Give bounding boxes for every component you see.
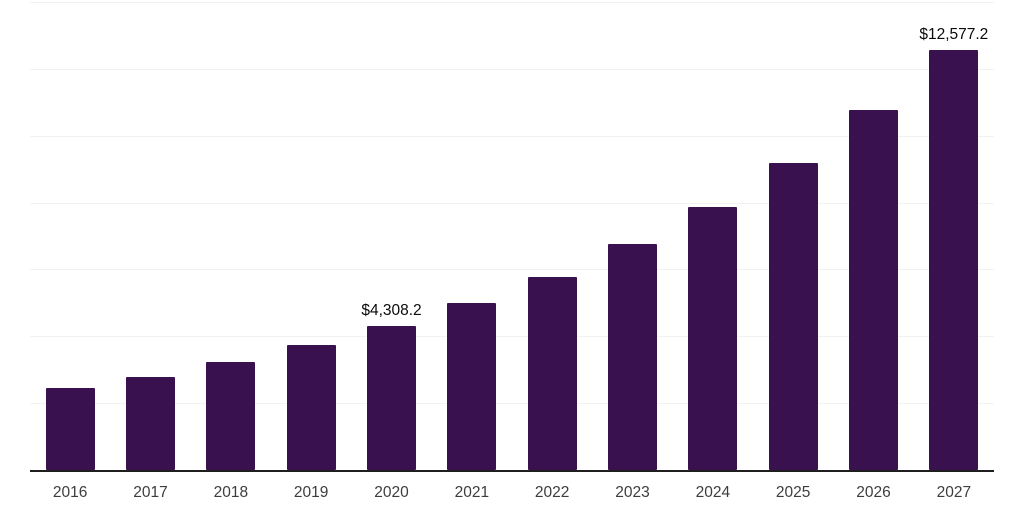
x-tick-2019: 2019 xyxy=(293,484,329,501)
x-tick-2022: 2022 xyxy=(534,484,570,501)
gridline-6000 xyxy=(30,269,994,271)
bar-2017 xyxy=(126,376,175,470)
bar-2018 xyxy=(206,361,256,470)
x-tick-2026: 2026 xyxy=(856,484,891,501)
bar-2021 xyxy=(447,302,497,470)
gridline-14000 xyxy=(30,2,994,3)
x-axis-line xyxy=(30,470,994,472)
bar-2025 xyxy=(768,162,818,470)
gridline-12000 xyxy=(30,68,994,70)
x-tick-2024: 2024 xyxy=(695,484,731,501)
bar-2019 xyxy=(286,344,336,470)
value-label-2020: $4,308.2 xyxy=(361,301,422,319)
bar-2023 xyxy=(608,244,657,470)
bar-2026 xyxy=(849,110,898,470)
x-tick-2017: 2017 xyxy=(133,484,168,501)
x-tick-2018: 2018 xyxy=(213,484,249,501)
x-tick-2025: 2025 xyxy=(775,484,811,501)
bar-2016 xyxy=(45,388,95,470)
gridline-2000 xyxy=(30,403,994,405)
x-tick-2020: 2020 xyxy=(374,484,409,501)
bar-2022 xyxy=(527,276,577,470)
gridline-4000 xyxy=(30,336,994,338)
gridline-10000 xyxy=(30,135,994,137)
x-tick-2016: 2016 xyxy=(52,484,88,501)
bar-2024 xyxy=(688,207,738,470)
bar-2027 xyxy=(929,49,979,470)
bar-2020 xyxy=(367,325,416,470)
x-tick-2021: 2021 xyxy=(454,484,490,501)
x-tick-2023: 2023 xyxy=(615,484,650,501)
gridline-8000 xyxy=(30,202,994,204)
x-tick-2027: 2027 xyxy=(936,484,972,501)
value-label-2027: $12,577.2 xyxy=(919,25,989,43)
